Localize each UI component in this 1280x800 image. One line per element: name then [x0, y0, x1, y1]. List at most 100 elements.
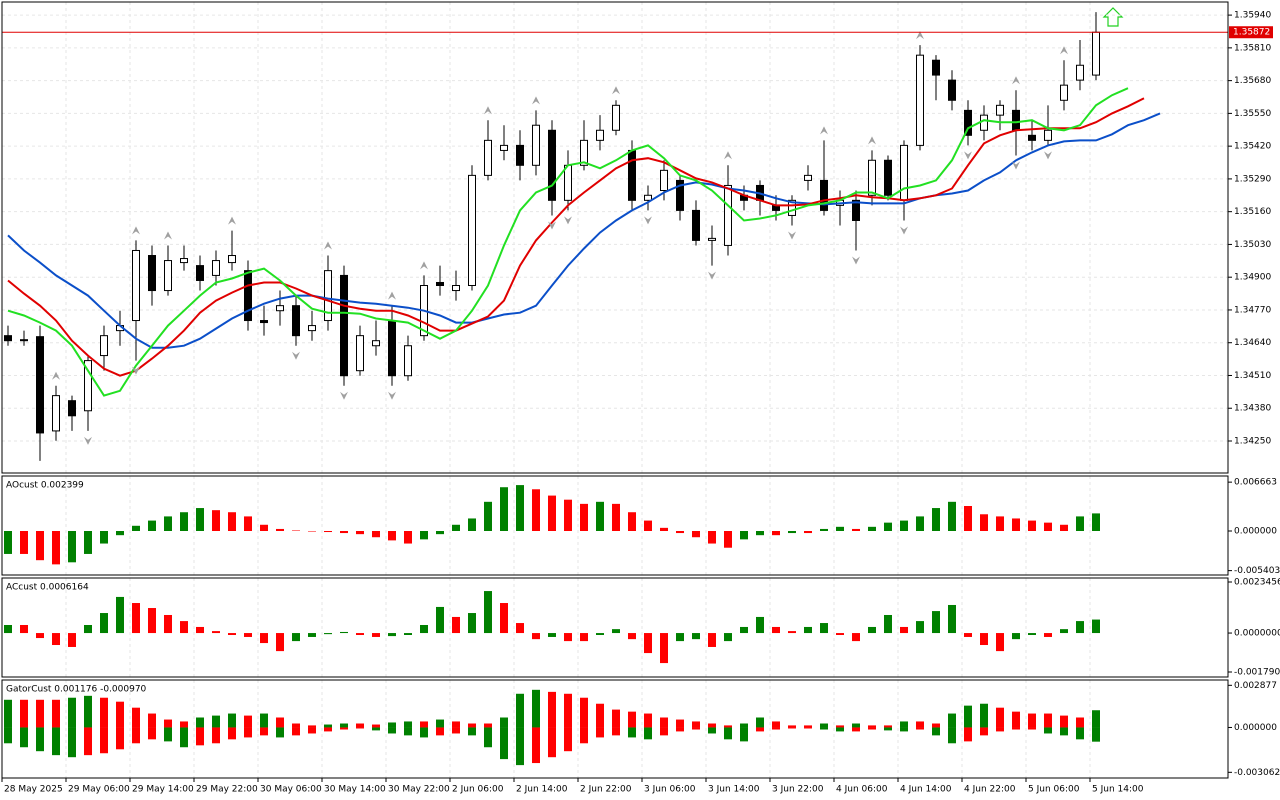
- gator-bar: [900, 727, 908, 732]
- histogram-bar: [164, 516, 172, 531]
- histogram-bar: [1012, 518, 1020, 531]
- histogram-bar: [132, 525, 140, 531]
- y-tick-label: 1.35550: [1234, 109, 1271, 119]
- gator-bar: [388, 727, 396, 734]
- gator-bar: [324, 727, 332, 732]
- gator-bar: [740, 723, 748, 728]
- gator-bar: [628, 727, 636, 738]
- histogram-bar: [820, 528, 828, 531]
- x-tick-label: 30 May 06:00: [260, 785, 322, 795]
- current-price-box: [1229, 26, 1273, 39]
- candle-body: [20, 339, 28, 342]
- histogram-bar: [564, 633, 572, 642]
- gator-bar: [1028, 713, 1036, 728]
- histogram-bar: [500, 487, 508, 531]
- gator-bar: [276, 727, 284, 738]
- gator-bar: [52, 727, 60, 756]
- x-tick-label: 5 Jun 14:00: [1092, 785, 1144, 795]
- candle-body: [980, 114, 988, 131]
- gator-bar: [308, 725, 316, 728]
- histogram-bar: [452, 616, 460, 634]
- y-tick-label: 0.0023456: [1234, 578, 1280, 588]
- gator-bar: [196, 717, 204, 728]
- candle-body: [884, 159, 892, 196]
- histogram-bar: [708, 633, 716, 647]
- histogram-bar: [308, 531, 316, 532]
- candle-body: [644, 194, 652, 201]
- histogram-bar: [116, 531, 124, 536]
- gator-bar: [596, 727, 604, 738]
- histogram-bar: [596, 633, 604, 636]
- fractal-down: [388, 391, 396, 400]
- gator-bar: [596, 703, 604, 728]
- gator-bar: [228, 727, 236, 740]
- gator-bar: [1012, 711, 1020, 728]
- histogram-bar: [996, 633, 1004, 652]
- gator-bar: [468, 723, 476, 728]
- gator-bar: [804, 727, 812, 729]
- histogram-bar: [468, 613, 476, 634]
- y-tick-label: 1.35290: [1234, 174, 1271, 184]
- histogram-bar: [404, 633, 412, 636]
- candle-body: [708, 237, 716, 241]
- gator-bar: [84, 727, 92, 756]
- histogram-bar: [564, 499, 572, 531]
- gator-bar: [644, 727, 652, 740]
- candle-body: [436, 281, 444, 287]
- candle-body: [356, 335, 364, 372]
- candle-body: [788, 199, 796, 216]
- gator-bar: [564, 727, 572, 752]
- gator-bar: [436, 719, 444, 728]
- histogram-bar: [948, 604, 956, 634]
- histogram-bar: [692, 531, 700, 538]
- x-tick-label: 3 Jun 06:00: [644, 785, 696, 795]
- histogram-bar: [1028, 520, 1036, 531]
- histogram-bar: [868, 526, 876, 531]
- gator-bar: [372, 727, 380, 731]
- candle-body: [196, 265, 204, 281]
- y-tick-label: 1.34250: [1234, 436, 1271, 446]
- histogram-bar: [468, 518, 476, 531]
- candle-body: [676, 179, 684, 211]
- histogram-bar: [276, 528, 284, 531]
- fractal-up: [388, 291, 396, 300]
- candle-body: [724, 184, 732, 246]
- gator-bar: [516, 693, 524, 728]
- candle-body: [500, 144, 508, 151]
- y-tick-label: 0.002877: [1234, 681, 1277, 691]
- gator-bar: [164, 719, 172, 728]
- fractal-down: [644, 216, 652, 225]
- gator-bar: [404, 727, 412, 736]
- gator-bar: [260, 713, 268, 728]
- fractal-down: [708, 271, 716, 280]
- fractal-down: [1044, 151, 1052, 160]
- histogram-bar: [756, 531, 764, 536]
- gator-bar: [116, 727, 124, 750]
- fractal-down: [84, 436, 92, 445]
- gator-bar: [628, 711, 636, 728]
- gator-bar: [260, 727, 268, 736]
- gator-bar: [868, 727, 876, 730]
- gator-bar: [324, 724, 332, 728]
- gator-bar: [580, 697, 588, 728]
- y-tick-label: 0.006663: [1234, 478, 1277, 488]
- histogram-bar: [148, 520, 156, 531]
- x-tick-label: 29 May 14:00: [132, 785, 194, 795]
- histogram-bar: [932, 508, 940, 531]
- histogram-bar: [916, 516, 924, 531]
- candle-body: [1044, 129, 1052, 141]
- y-tick-label: 1.34900: [1234, 273, 1271, 283]
- histogram-bar: [884, 614, 892, 634]
- candle-body: [916, 54, 924, 146]
- candle-body: [948, 79, 956, 101]
- candle-body: [468, 174, 476, 287]
- gator-bar: [644, 713, 652, 728]
- candle-body: [404, 345, 412, 377]
- gator-bar: [420, 721, 428, 728]
- gator-bar: [820, 727, 828, 730]
- histogram-bar: [20, 624, 28, 634]
- histogram-bar: [980, 514, 988, 531]
- fractal-up: [324, 241, 332, 250]
- y-tick-label: 1.35030: [1234, 240, 1271, 250]
- gator-bar: [100, 697, 108, 728]
